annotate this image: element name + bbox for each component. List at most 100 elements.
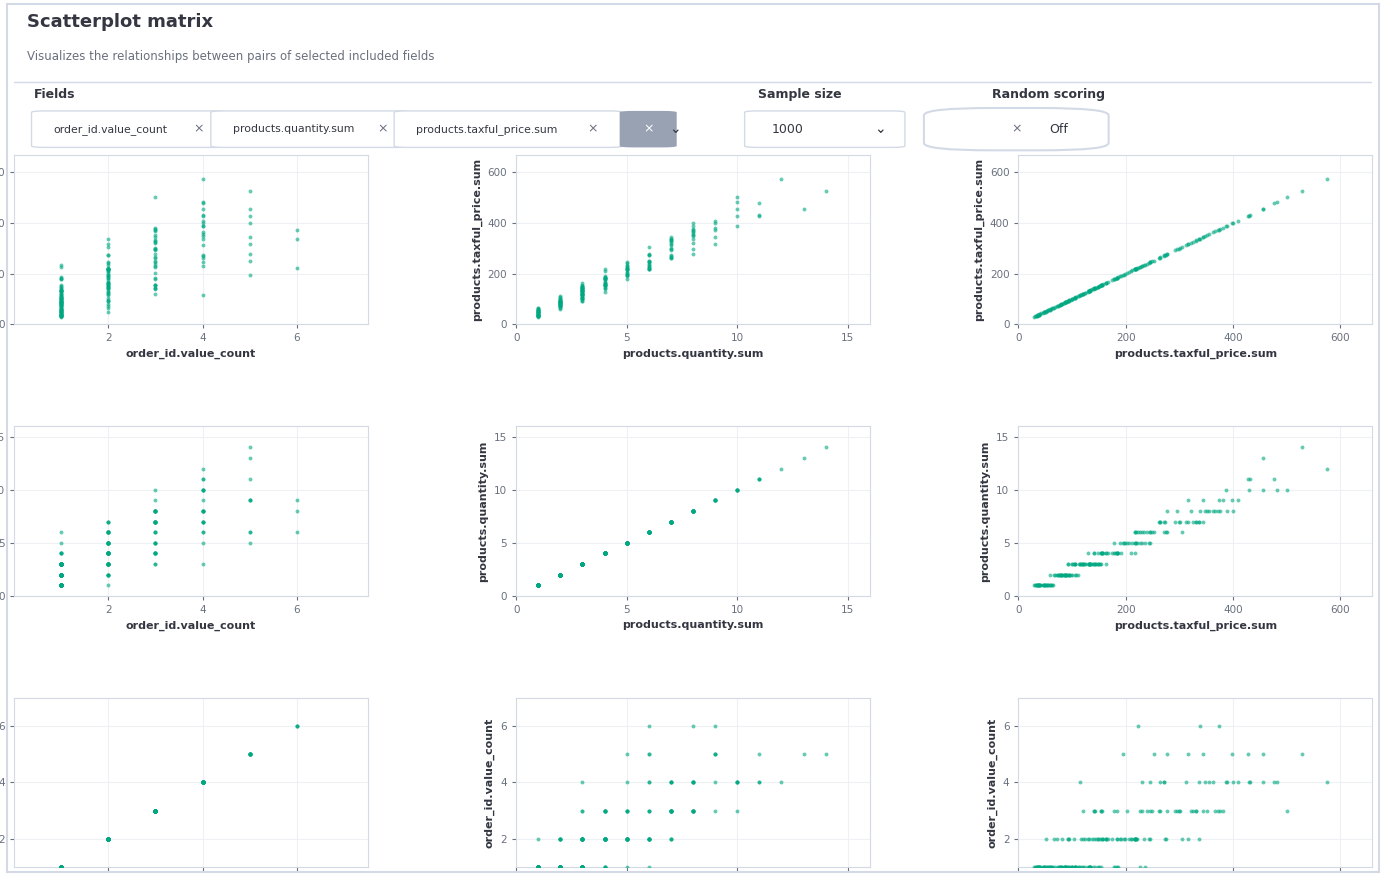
Point bbox=[1024, 578, 1046, 592]
Point bbox=[615, 832, 638, 846]
Point bbox=[660, 514, 682, 528]
Point bbox=[1095, 276, 1117, 290]
Point bbox=[549, 860, 571, 874]
Point bbox=[660, 514, 682, 528]
Point bbox=[638, 526, 660, 540]
Point bbox=[682, 504, 704, 518]
Point bbox=[1087, 547, 1109, 561]
Point bbox=[1028, 578, 1051, 592]
Point bbox=[1069, 288, 1091, 302]
Point bbox=[50, 271, 72, 285]
Point bbox=[682, 775, 704, 789]
Point bbox=[660, 233, 682, 247]
Text: order_id.value_count: order_id.value_count bbox=[53, 124, 168, 135]
Point bbox=[50, 860, 72, 874]
Point bbox=[1156, 747, 1178, 761]
Point bbox=[593, 547, 615, 561]
Point bbox=[682, 504, 704, 518]
Point bbox=[50, 557, 72, 571]
Point bbox=[1077, 285, 1099, 299]
Point bbox=[1040, 302, 1062, 316]
Point bbox=[660, 832, 682, 846]
Point bbox=[1084, 557, 1106, 571]
Point bbox=[144, 223, 166, 237]
Text: products.quantity.sum: products.quantity.sum bbox=[233, 124, 353, 134]
Point bbox=[682, 803, 704, 817]
Point bbox=[660, 251, 682, 265]
Point bbox=[1103, 547, 1125, 561]
Point bbox=[527, 578, 549, 592]
Point bbox=[638, 526, 660, 540]
Point bbox=[549, 860, 571, 874]
Point bbox=[1062, 292, 1084, 306]
Point bbox=[1062, 860, 1084, 874]
Point bbox=[660, 232, 682, 246]
Point bbox=[50, 279, 72, 293]
Point bbox=[660, 244, 682, 258]
Point bbox=[50, 860, 72, 874]
Point bbox=[144, 272, 166, 286]
Y-axis label: products.taxful_price.sum: products.taxful_price.sum bbox=[471, 158, 482, 321]
Point bbox=[1131, 536, 1153, 550]
Point bbox=[726, 483, 748, 497]
Point bbox=[1153, 514, 1175, 528]
Point bbox=[50, 557, 72, 571]
Text: ×: × bbox=[643, 123, 653, 136]
Point bbox=[638, 803, 660, 817]
Point bbox=[1127, 832, 1149, 846]
Point bbox=[1209, 493, 1231, 507]
Point bbox=[97, 832, 119, 846]
Point bbox=[1124, 832, 1146, 846]
Point bbox=[615, 268, 638, 282]
Point bbox=[50, 860, 72, 874]
Point bbox=[97, 276, 119, 290]
Point bbox=[1155, 526, 1177, 540]
Point bbox=[144, 504, 166, 518]
Point bbox=[549, 568, 571, 582]
Point bbox=[50, 298, 72, 312]
Point bbox=[1203, 775, 1225, 789]
Point bbox=[682, 504, 704, 518]
Point bbox=[1290, 183, 1313, 197]
Point bbox=[50, 578, 72, 592]
Point bbox=[1127, 719, 1149, 733]
Point bbox=[97, 270, 119, 284]
Point bbox=[527, 860, 549, 874]
Point bbox=[1084, 281, 1106, 295]
Point bbox=[638, 832, 660, 846]
Point bbox=[238, 747, 261, 761]
Point bbox=[1070, 287, 1092, 301]
Point bbox=[50, 307, 72, 321]
Point bbox=[615, 255, 638, 269]
Point bbox=[549, 296, 571, 310]
Point bbox=[527, 860, 549, 874]
Point bbox=[97, 557, 119, 571]
Point bbox=[191, 775, 213, 789]
Point bbox=[50, 860, 72, 874]
Point bbox=[660, 514, 682, 528]
Point bbox=[238, 747, 261, 761]
Point bbox=[191, 208, 213, 222]
Point bbox=[1139, 803, 1161, 817]
Point bbox=[549, 298, 571, 312]
Point bbox=[144, 803, 166, 817]
Point bbox=[97, 832, 119, 846]
Point bbox=[1087, 832, 1109, 846]
Point bbox=[50, 578, 72, 592]
Point bbox=[97, 568, 119, 582]
Point bbox=[1027, 307, 1049, 321]
Point bbox=[1058, 557, 1080, 571]
Point bbox=[97, 275, 119, 289]
Point bbox=[793, 747, 815, 761]
Point bbox=[1222, 504, 1245, 518]
Point bbox=[682, 504, 704, 518]
Point bbox=[593, 279, 615, 293]
Point bbox=[191, 775, 213, 789]
Point bbox=[1124, 832, 1146, 846]
Point bbox=[50, 526, 72, 540]
Point bbox=[815, 183, 837, 197]
Point bbox=[1070, 557, 1092, 571]
Point bbox=[1130, 259, 1152, 273]
Point bbox=[50, 578, 72, 592]
Point bbox=[593, 547, 615, 561]
